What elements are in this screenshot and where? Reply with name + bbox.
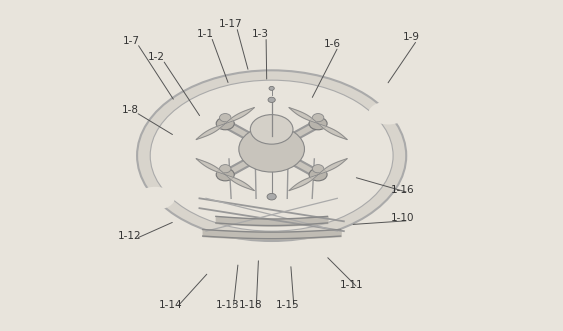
Ellipse shape	[220, 165, 231, 173]
Ellipse shape	[220, 114, 231, 122]
Ellipse shape	[267, 193, 276, 200]
Text: 1-1: 1-1	[197, 29, 214, 39]
Text: 1-13: 1-13	[216, 300, 239, 310]
Text: 1-17: 1-17	[219, 20, 243, 29]
Text: 1-15: 1-15	[276, 300, 300, 310]
Text: 1-9: 1-9	[403, 32, 419, 42]
Text: 1-10: 1-10	[391, 213, 415, 223]
Ellipse shape	[239, 126, 305, 172]
Polygon shape	[222, 121, 274, 152]
Ellipse shape	[269, 86, 274, 90]
Polygon shape	[196, 123, 225, 139]
Ellipse shape	[216, 168, 234, 181]
Polygon shape	[318, 123, 347, 139]
Polygon shape	[289, 108, 318, 123]
Text: 1-16: 1-16	[391, 185, 415, 195]
Text: 1-3: 1-3	[252, 29, 269, 39]
Text: 1-12: 1-12	[118, 231, 142, 241]
Ellipse shape	[312, 165, 324, 173]
Polygon shape	[196, 159, 225, 175]
Polygon shape	[222, 146, 274, 177]
Ellipse shape	[309, 117, 327, 130]
Polygon shape	[318, 159, 347, 175]
Ellipse shape	[268, 97, 275, 103]
Ellipse shape	[137, 70, 406, 241]
Text: 1-14: 1-14	[159, 300, 182, 310]
Text: 1-11: 1-11	[340, 280, 364, 290]
Polygon shape	[225, 175, 254, 191]
Ellipse shape	[216, 117, 234, 130]
Ellipse shape	[309, 168, 327, 181]
Ellipse shape	[312, 114, 324, 122]
Polygon shape	[269, 146, 321, 177]
Text: 1-6: 1-6	[324, 39, 341, 49]
Ellipse shape	[150, 80, 393, 231]
Polygon shape	[225, 108, 254, 123]
Polygon shape	[269, 121, 321, 152]
Text: 1-8: 1-8	[122, 105, 138, 115]
Ellipse shape	[369, 102, 408, 124]
Text: 1-2: 1-2	[148, 52, 166, 62]
Ellipse shape	[251, 115, 293, 144]
Ellipse shape	[136, 187, 175, 210]
Text: 1-18: 1-18	[239, 300, 262, 310]
Polygon shape	[289, 175, 318, 191]
Text: 1-7: 1-7	[123, 36, 140, 46]
